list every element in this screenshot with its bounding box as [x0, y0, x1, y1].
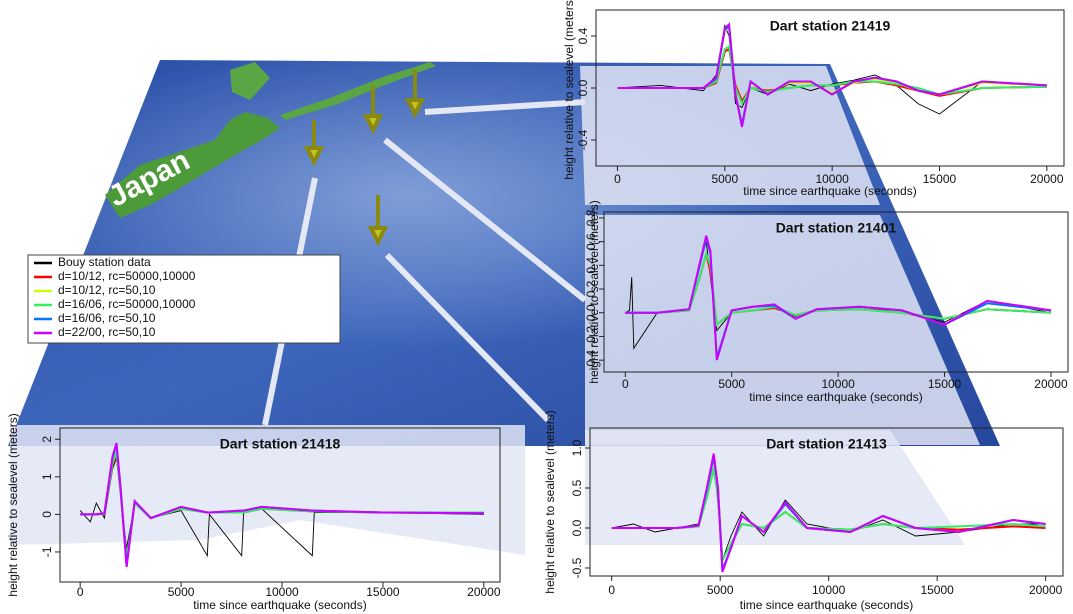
x-axis-label: time since earthquake (seconds)	[749, 390, 922, 404]
plot-frame	[589, 427, 1064, 577]
map: Japan	[8, 60, 1000, 555]
chart: Dart station 21419 time since earthquake …	[562, 0, 1065, 198]
y-tick-label: 0.5	[570, 479, 584, 496]
series-line	[625, 235, 1052, 361]
y-tick-label: 1.0	[570, 439, 584, 456]
y-tick-label: 0.4	[576, 27, 590, 44]
legend-box	[27, 254, 341, 344]
x-tick-label: 20000	[467, 585, 501, 599]
chart-title: Dart station 21413	[766, 436, 887, 452]
y-tick-label: 0.8	[584, 209, 598, 226]
y-tick-label: -0.4	[584, 349, 598, 370]
x-tick-label: 15000	[920, 583, 954, 597]
legend-label: d=22/00, rc=50,10	[58, 325, 156, 339]
x-axis-label: time since earthquake (seconds)	[740, 598, 913, 612]
chart-title: Dart station 21418	[220, 436, 341, 452]
x-tick-label: 5000	[707, 583, 734, 597]
x-tick-label: 10000	[815, 172, 849, 186]
x-tick-label: 0	[608, 583, 615, 597]
x-tick-label: 0	[77, 585, 84, 599]
panel-plane	[585, 430, 965, 545]
series-line	[611, 453, 1046, 573]
y-tick-label: 0.0	[576, 79, 590, 96]
island-arc	[280, 62, 436, 120]
series-line	[617, 22, 1047, 128]
legend-label: d=10/12, rc=50,10	[58, 283, 156, 297]
panel-plane	[10, 425, 525, 555]
panel-plane	[580, 66, 880, 205]
y-tick-label: 0	[40, 511, 54, 518]
y-tick-label: -1	[40, 546, 54, 557]
x-tick-label: 5000	[168, 585, 195, 599]
x-axis-label: time since earthquake (seconds)	[193, 598, 366, 612]
y-tick-label: 2	[40, 436, 54, 443]
chart: Dart station 21418 time since earthquake …	[6, 413, 501, 612]
x-tick-label: 15000	[928, 377, 962, 391]
y-tick-label: -0.4	[576, 129, 590, 150]
x-axis-label: time since earthquake (seconds)	[743, 184, 916, 198]
series-line	[80, 442, 484, 568]
y-tick-label: 0.2	[584, 280, 598, 297]
x-tick-label: 5000	[711, 172, 738, 186]
chart-title: Dart station 21419	[770, 18, 891, 34]
legend-label: d=10/12, rc=50000,10000	[58, 269, 196, 283]
x-tick-label: 15000	[366, 585, 400, 599]
x-tick-label: 20000	[1029, 583, 1063, 597]
y-tick-label: 0.6	[584, 233, 598, 250]
x-tick-label: 10000	[821, 377, 855, 391]
legend-label: d=16/06, rc=50,10	[58, 311, 156, 325]
y-tick-label: 0.0	[584, 304, 598, 321]
plot-frame	[603, 211, 1069, 373]
land	[230, 62, 270, 100]
chart-title: Dart station 21401	[776, 220, 897, 236]
y-tick-label: 0.4	[584, 257, 598, 274]
y-tick-label: 0.0	[570, 519, 584, 536]
land	[105, 112, 280, 218]
y-axis-label: height relative to sealevel (meters)	[6, 413, 20, 596]
y-tick-label: 1	[40, 473, 54, 480]
chart: Dart station 21401 time since earthquake …	[584, 200, 1069, 404]
legend-label: Bouy station data	[58, 255, 151, 269]
arrows	[303, 70, 426, 247]
plot-frame	[59, 427, 501, 583]
panel-plane	[585, 215, 980, 445]
x-tick-label: 15000	[923, 172, 957, 186]
x-tick-label: 0	[614, 172, 621, 186]
chart: Dart station 21413 time since earthquake …	[543, 410, 1064, 612]
y-axis-label: height relative to sealevel (meters)	[543, 410, 557, 593]
x-tick-label: 0	[622, 377, 629, 391]
y-tick-label: -0.2	[584, 326, 598, 347]
y-axis-label: height relative to sealevel (meters)	[587, 200, 601, 383]
legend-label: d=16/06, rc=50000,10000	[58, 297, 196, 311]
x-tick-label: 10000	[812, 583, 846, 597]
y-axis-label: height relative to sealevel (meters)	[562, 0, 576, 180]
x-tick-label: 20000	[1030, 172, 1064, 186]
x-tick-label: 20000	[1034, 377, 1068, 391]
x-tick-label: 10000	[265, 585, 299, 599]
y-tick-label: -0.5	[570, 557, 584, 578]
x-tick-label: 5000	[718, 377, 745, 391]
